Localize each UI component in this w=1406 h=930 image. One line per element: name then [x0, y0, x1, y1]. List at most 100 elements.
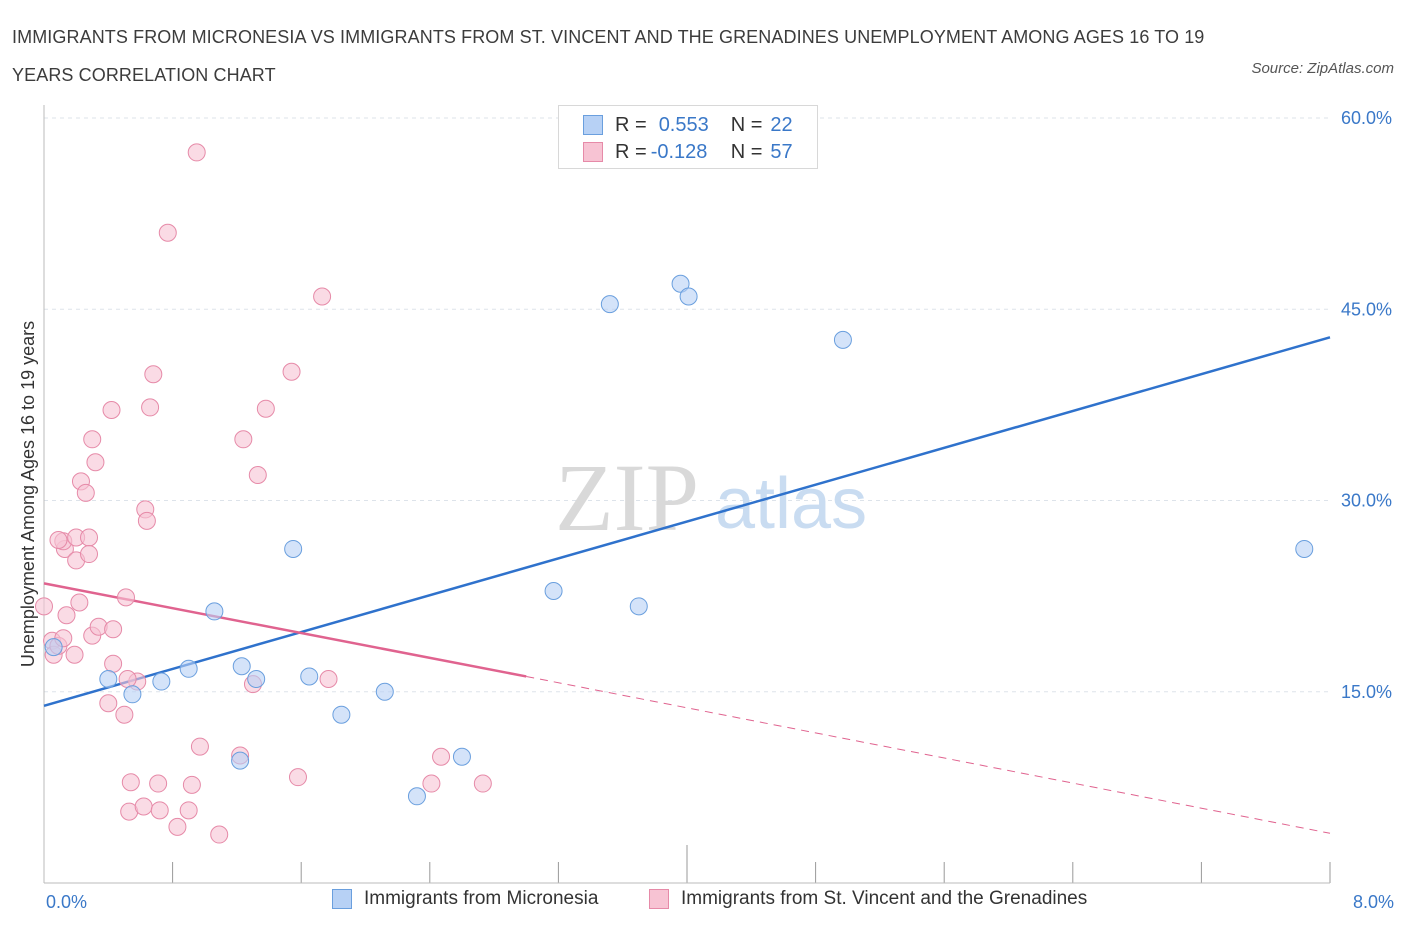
correlation-legend: R = 0.553 N = 22 R = -0.128 N = 57: [558, 105, 818, 169]
legend-row-st-vincent: R = -0.128 N = 57: [583, 140, 793, 164]
pink-point: [65, 645, 84, 664]
blue-point: [232, 657, 251, 676]
legend-item-micronesia: Immigrants from Micronesia: [332, 888, 598, 910]
y-tick-label: 30.0%: [1341, 491, 1392, 511]
pink-trend-extension: [526, 675, 1331, 834]
pink-point: [57, 606, 76, 625]
pink-point: [76, 483, 95, 502]
blue-point: [452, 747, 471, 766]
pink-point: [80, 545, 99, 564]
blue-trend-line: [43, 336, 1331, 707]
blue-point: [600, 295, 619, 314]
blue-point: [629, 597, 648, 616]
pink-swatch: [649, 889, 669, 909]
n-label: N =: [730, 140, 763, 163]
pink-point: [179, 801, 198, 820]
blue-point: [833, 330, 852, 349]
pink-point: [248, 466, 267, 484]
pink-point: [187, 143, 206, 162]
blue-point: [44, 638, 63, 657]
pink-swatch: [583, 142, 603, 162]
pink-point: [149, 774, 168, 793]
blue-point: [544, 582, 563, 601]
x-tick-label: 0.0%: [46, 892, 87, 912]
pink-point: [141, 398, 160, 417]
blue-point: [247, 670, 266, 688]
blue-point: [284, 539, 303, 558]
source-label: Source: ZipAtlas.com: [1251, 60, 1394, 77]
tick-labels: 15.0% 30.0% 45.0% 60.0% 0.0% 8.0%: [46, 108, 1394, 912]
pink-point: [80, 528, 99, 547]
pink-point: [313, 287, 332, 306]
pink-point: [137, 511, 156, 530]
pink-point: [256, 399, 275, 418]
legend-item-st-vincent: Immigrants from St. Vincent and the Gren…: [649, 888, 1087, 910]
legend-row-micronesia: R = 0.553 N = 22: [583, 113, 793, 137]
n-value: 22: [770, 113, 793, 136]
r-value: 0.553: [658, 113, 709, 136]
y-tick-label: 60.0%: [1341, 108, 1392, 128]
pink-point: [86, 453, 105, 472]
blue-point: [407, 787, 426, 806]
pink-point: [168, 817, 187, 836]
series-legend: Immigrants from Micronesia Immigrants fr…: [0, 888, 1406, 918]
n-value: 57: [770, 140, 793, 163]
blue-point: [671, 274, 690, 293]
pink-point: [102, 400, 121, 419]
blue-point: [231, 751, 250, 770]
r-label: R =: [615, 140, 647, 163]
x-tick-label: 8.0%: [1353, 892, 1394, 912]
pink-point: [116, 588, 135, 607]
blue-point: [99, 670, 118, 688]
pink-point: [144, 365, 163, 384]
pink-point: [182, 775, 201, 794]
pink-point: [190, 737, 209, 756]
pink-point: [422, 774, 441, 793]
pink-point: [35, 597, 53, 616]
pink-point: [234, 430, 253, 449]
pink-point: [319, 670, 338, 688]
blue-point: [152, 672, 171, 691]
blue-point: [332, 705, 351, 724]
chart-title: IMMIGRANTS FROM MICRONESIA VS IMMIGRANTS…: [12, 27, 1205, 85]
r-value: -0.128: [650, 140, 708, 163]
y-tick-label: 15.0%: [1341, 682, 1392, 702]
watermark: ZIP atlas: [555, 444, 867, 551]
blue-point: [375, 682, 394, 701]
pink-point: [118, 670, 137, 688]
pink-point: [104, 620, 123, 639]
axes: [43, 105, 1331, 884]
y-tick-label: 45.0%: [1341, 299, 1392, 319]
grid-lines: [44, 117, 1330, 693]
pink-point: [49, 531, 68, 550]
pink-point: [70, 593, 89, 612]
pink-point: [158, 223, 177, 242]
pink-point: [210, 825, 229, 844]
pink-point: [432, 747, 451, 766]
legend-label: Immigrants from Micronesia: [364, 888, 599, 909]
blue-point: [300, 667, 319, 686]
pink-point: [104, 654, 123, 673]
pink-point: [134, 797, 153, 816]
legend-label: Immigrants from St. Vincent and the Gren…: [681, 888, 1088, 909]
pink-point: [121, 773, 140, 792]
blue-swatch: [332, 889, 352, 909]
pink-point: [99, 694, 118, 713]
pink-point: [282, 362, 301, 381]
pink-point: [83, 430, 102, 449]
pink-point: [288, 768, 307, 787]
n-label: N =: [730, 113, 763, 136]
y-axis-label: Unemployment Among Ages 16 to 19 years: [18, 321, 38, 667]
pink-point: [473, 774, 492, 793]
r-label: R =: [615, 113, 647, 136]
blue-point: [179, 659, 198, 678]
pink-point: [150, 801, 169, 820]
data-points: [35, 143, 1314, 844]
blue-point: [205, 602, 224, 621]
blue-point: [1295, 539, 1314, 558]
blue-point: [123, 685, 142, 704]
blue-point: [679, 287, 698, 306]
blue-swatch: [583, 115, 603, 135]
watermark-zip: ZIP: [555, 444, 699, 551]
